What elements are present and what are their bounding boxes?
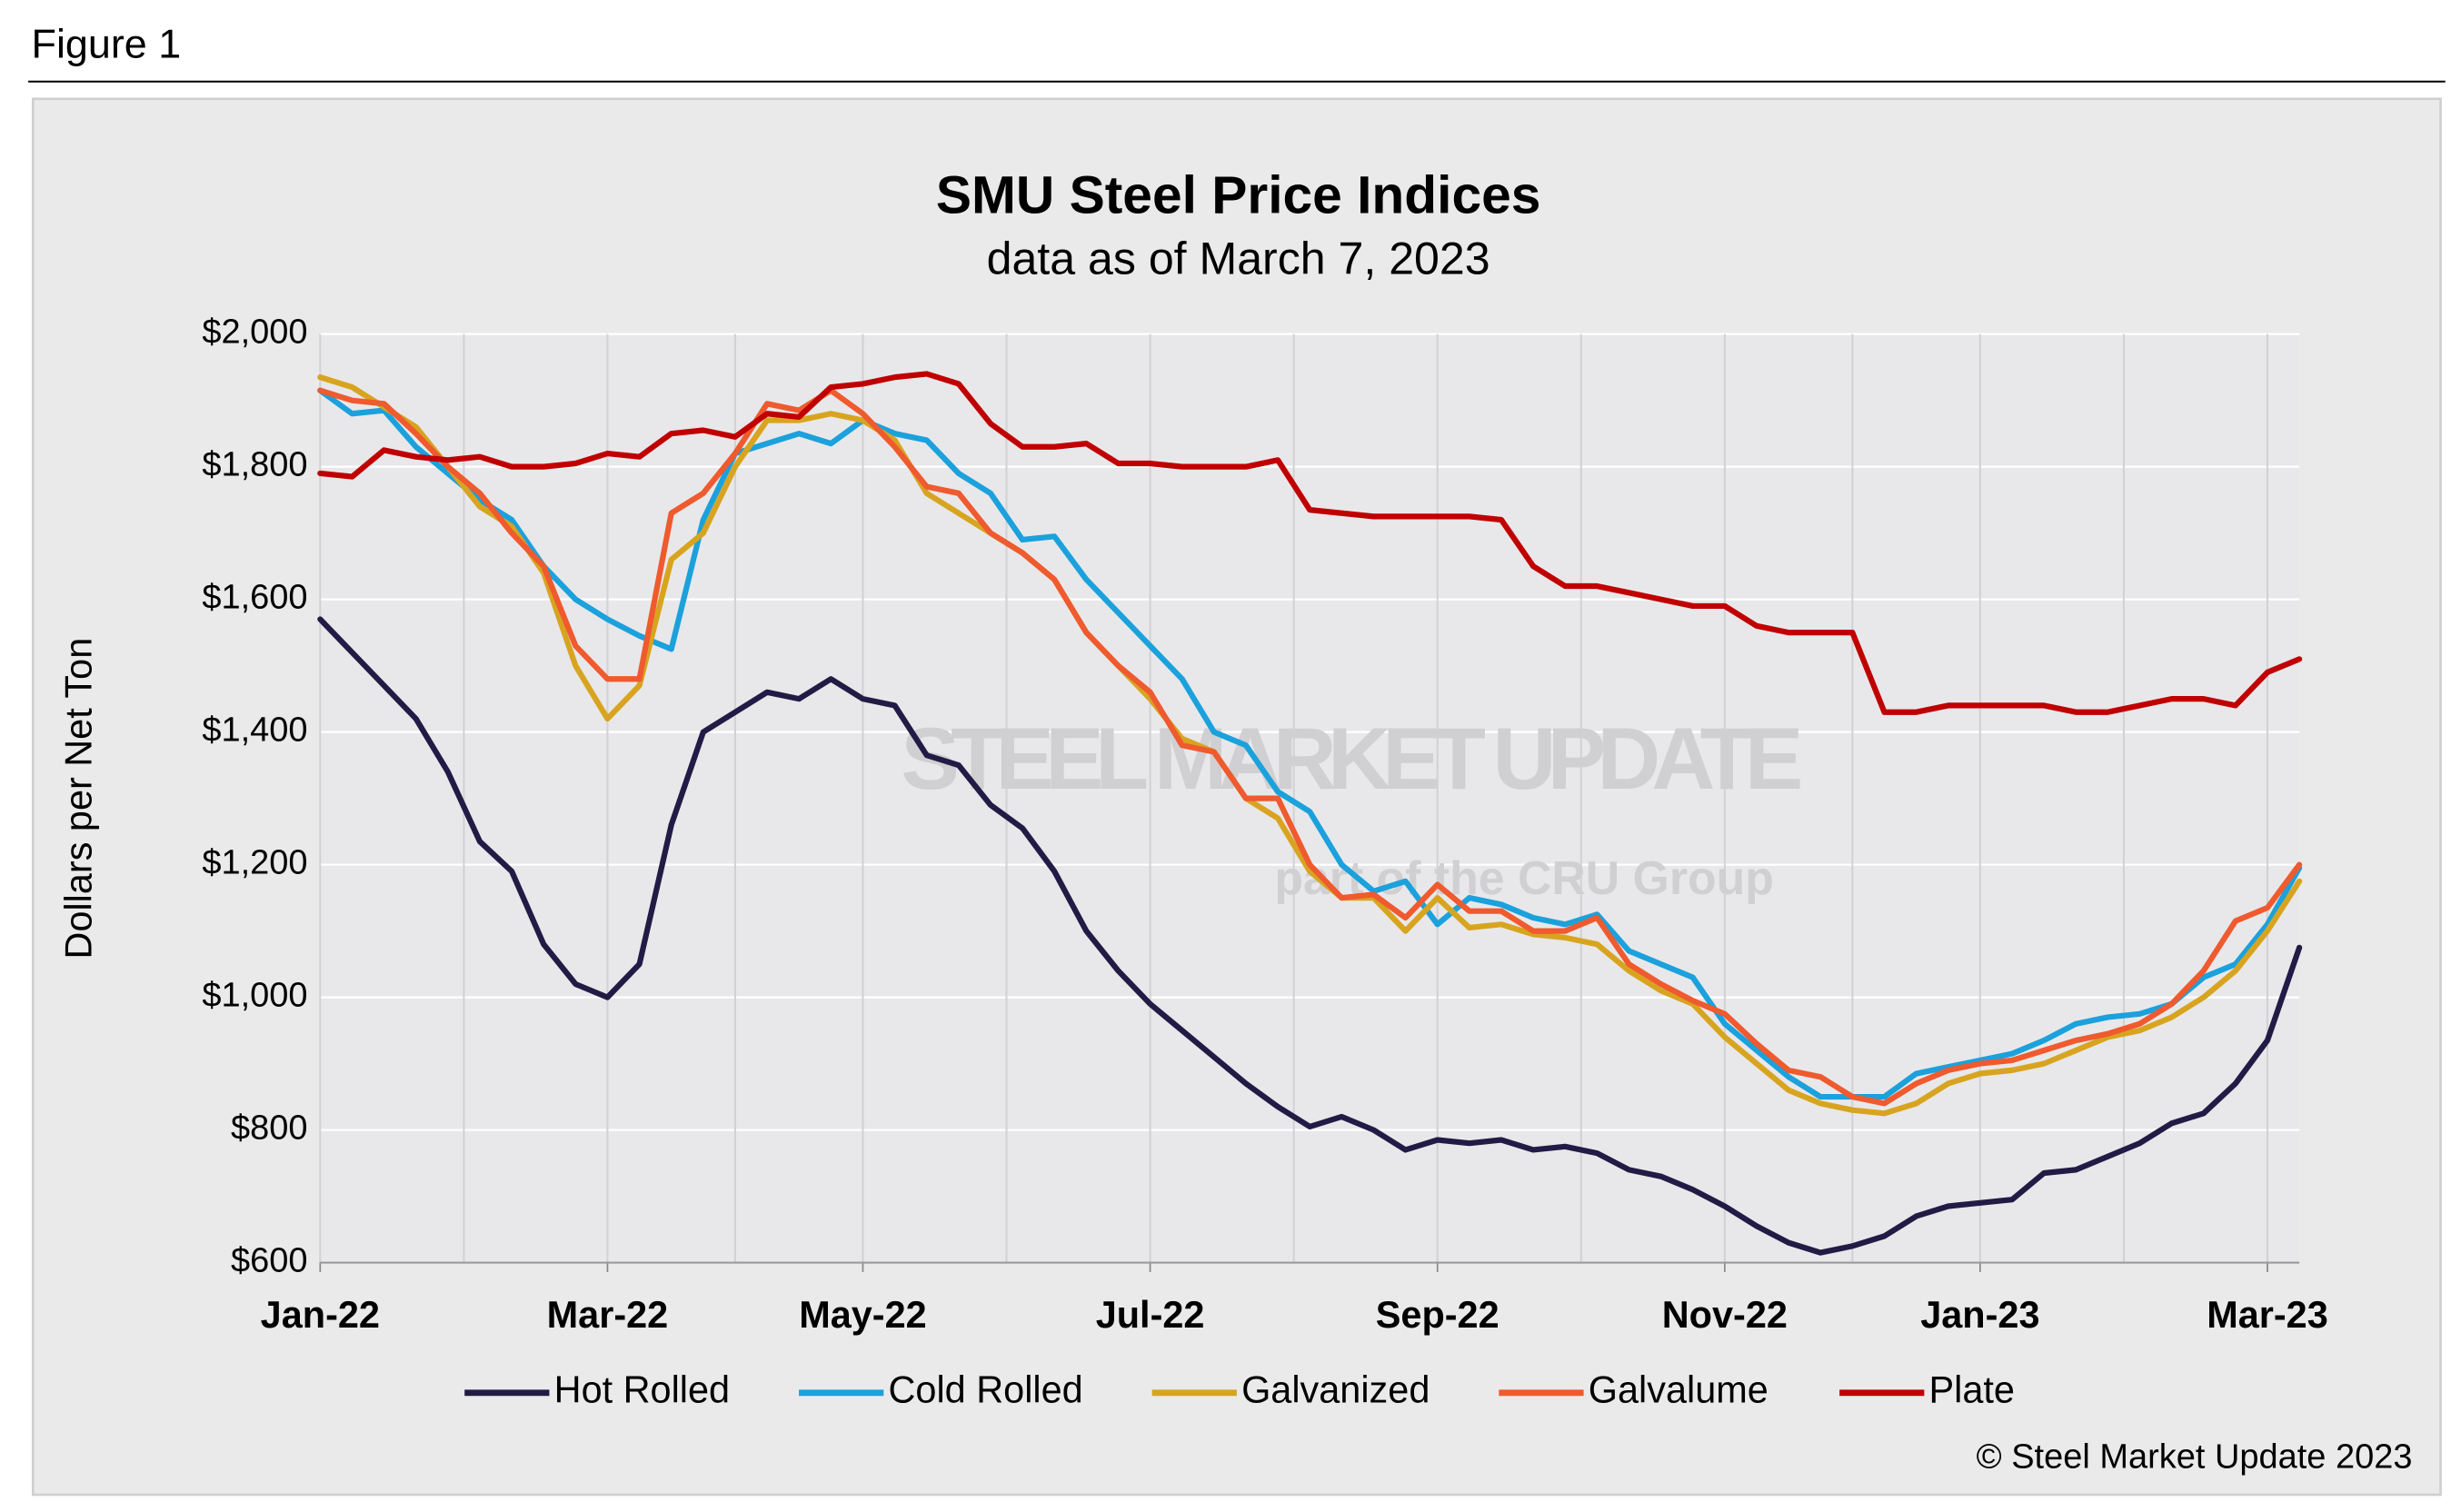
figure-label: Figure 1: [32, 21, 182, 67]
x-tick-label: Jul-22: [1096, 1293, 1205, 1336]
plot-area: [320, 333, 2300, 1263]
line-series: [317, 387, 2303, 1107]
x-tick-label: Mar-23: [2207, 1293, 2328, 1336]
grid-layer: [319, 333, 2300, 1264]
legend-label: Galvanized: [1241, 1368, 1430, 1411]
x-tick-label: May-22: [799, 1293, 926, 1336]
legend-label: Plate: [1929, 1368, 2015, 1411]
y-tick-label: $1,400: [202, 711, 307, 750]
y-tick-label: $1,000: [202, 977, 307, 1015]
chart-title: SMU Steel Price Indices: [936, 166, 1541, 225]
chart-subtitle: data as of March 7, 2023: [987, 233, 1490, 284]
x-tick-label: Jan-22: [261, 1293, 380, 1336]
y-tick-label: $1,800: [202, 446, 307, 484]
line-series: [317, 616, 2303, 1256]
x-tick-label: Sep-22: [1376, 1293, 1500, 1336]
y-tick-label: $600: [231, 1242, 307, 1280]
x-tick-label: Mar-22: [547, 1293, 669, 1336]
legend-label: Cold Rolled: [889, 1368, 1083, 1411]
watermark: STEEL MARKET UPDATE: [901, 710, 1803, 808]
y-axis-label: Dollars per Net Ton: [57, 638, 100, 960]
y-tick-label: $800: [231, 1109, 307, 1148]
legend-label: Hot Rolled: [554, 1368, 730, 1411]
y-tick-label: $2,000: [202, 313, 307, 352]
legend-label: Galvalume: [1589, 1368, 1769, 1411]
x-tick-label: Jan-23: [1920, 1293, 2039, 1336]
copyright: © Steel Market Update 2023: [1977, 1437, 2413, 1476]
line-series: [317, 371, 2303, 715]
x-tick-label: Nov-22: [1662, 1293, 1788, 1336]
y-tick-label: $1,600: [202, 579, 307, 617]
y-tick-label: $1,200: [202, 844, 307, 882]
line-series: [317, 374, 2303, 1117]
